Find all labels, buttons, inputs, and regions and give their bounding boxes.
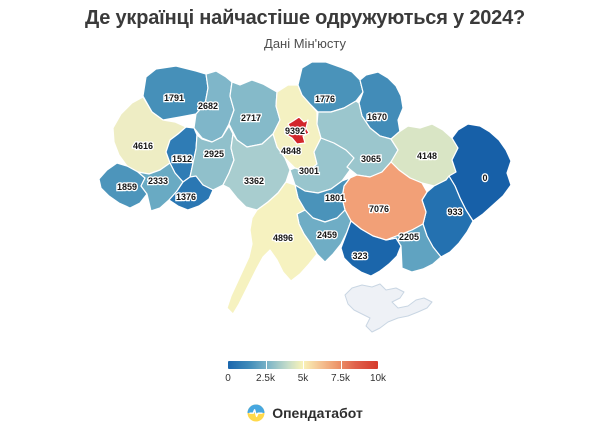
region-value-vinnytsia: 3362 [244, 176, 264, 186]
region-luhansk[interactable] [448, 123, 512, 222]
legend-tick-labels: 0 2.5k 5k 7.5k 10k [225, 373, 386, 385]
region-value-donetsk: 933 [447, 207, 462, 217]
region-value-lviv: 4616 [133, 141, 153, 151]
region-value-cherkasy: 3001 [299, 166, 319, 176]
region-kherson[interactable] [340, 220, 402, 277]
region-value-sumy: 1670 [367, 112, 387, 122]
region-value-ternopil: 1512 [172, 154, 192, 164]
region-value-khmelnytskyi: 2925 [204, 149, 224, 159]
region-chernivtsi[interactable] [168, 175, 214, 211]
page-title: Де українці найчастіше одружуються у 202… [84, 7, 526, 29]
region-zaporizhzhia[interactable] [385, 223, 442, 273]
legend-tick-7.5k: 7.5k [331, 373, 350, 384]
region-value-rivne: 2682 [198, 101, 218, 111]
region-value-poltava: 3065 [361, 154, 381, 164]
region-crimea-no-data [344, 283, 433, 333]
region-value-kherson: 323 [352, 251, 367, 261]
page-subtitle: Дані Мін'юсту [264, 36, 346, 51]
region-value-dnipropetrovsk: 7076 [369, 204, 389, 214]
region-value-labels: 1791 2682 2717 4848 9392 1776 1670 4616 1512 2925… [116, 92, 489, 263]
region-value-kyiv-city: 9392 [285, 126, 305, 136]
region-value-kirovohrad: 1801 [325, 193, 345, 203]
region-value-kharkiv: 4148 [417, 151, 437, 161]
region-value-zhytomyr: 2717 [241, 113, 261, 123]
legend-tick-10k: 10k [369, 373, 387, 384]
region-odesa[interactable] [226, 181, 318, 315]
legend-tick-0: 0 [225, 373, 231, 384]
region-value-zaporizhzhia: 2205 [399, 232, 419, 242]
legend-separator [303, 361, 304, 369]
opendatabot-logo-icon[interactable] [247, 404, 265, 422]
region-value-zakarpattia: 1859 [117, 182, 137, 192]
logo-top-half [247, 404, 265, 413]
legend-separator [340, 361, 342, 369]
region-value-ivano-frankivsk: 2333 [148, 176, 168, 186]
map-regions [98, 61, 512, 333]
region-value-luhansk: 0 [482, 173, 487, 183]
brand-name[interactable]: Опендатабот [272, 405, 363, 421]
region-kyiv-city[interactable] [286, 116, 310, 145]
legend-tick-2.5k: 2.5k [256, 373, 275, 384]
region-value-volyn: 1791 [164, 93, 184, 103]
region-value-mykolaiv: 2459 [317, 230, 337, 240]
footer-brand: Опендатабот [0, 404, 610, 422]
legend-separator [265, 361, 267, 369]
legend-tick-5k: 5k [297, 373, 309, 384]
color-scale-legend: 0 2.5k 5k 7.5k 10k [225, 361, 386, 385]
region-value-chernivtsi: 1376 [176, 192, 196, 202]
region-value-odesa: 4896 [273, 233, 293, 243]
logo-pulse-line [249, 409, 263, 418]
region-value-kyiv-oblast: 4848 [281, 146, 301, 156]
region-value-chernihiv: 1776 [315, 94, 335, 104]
legend-gradient-bar [228, 361, 378, 369]
